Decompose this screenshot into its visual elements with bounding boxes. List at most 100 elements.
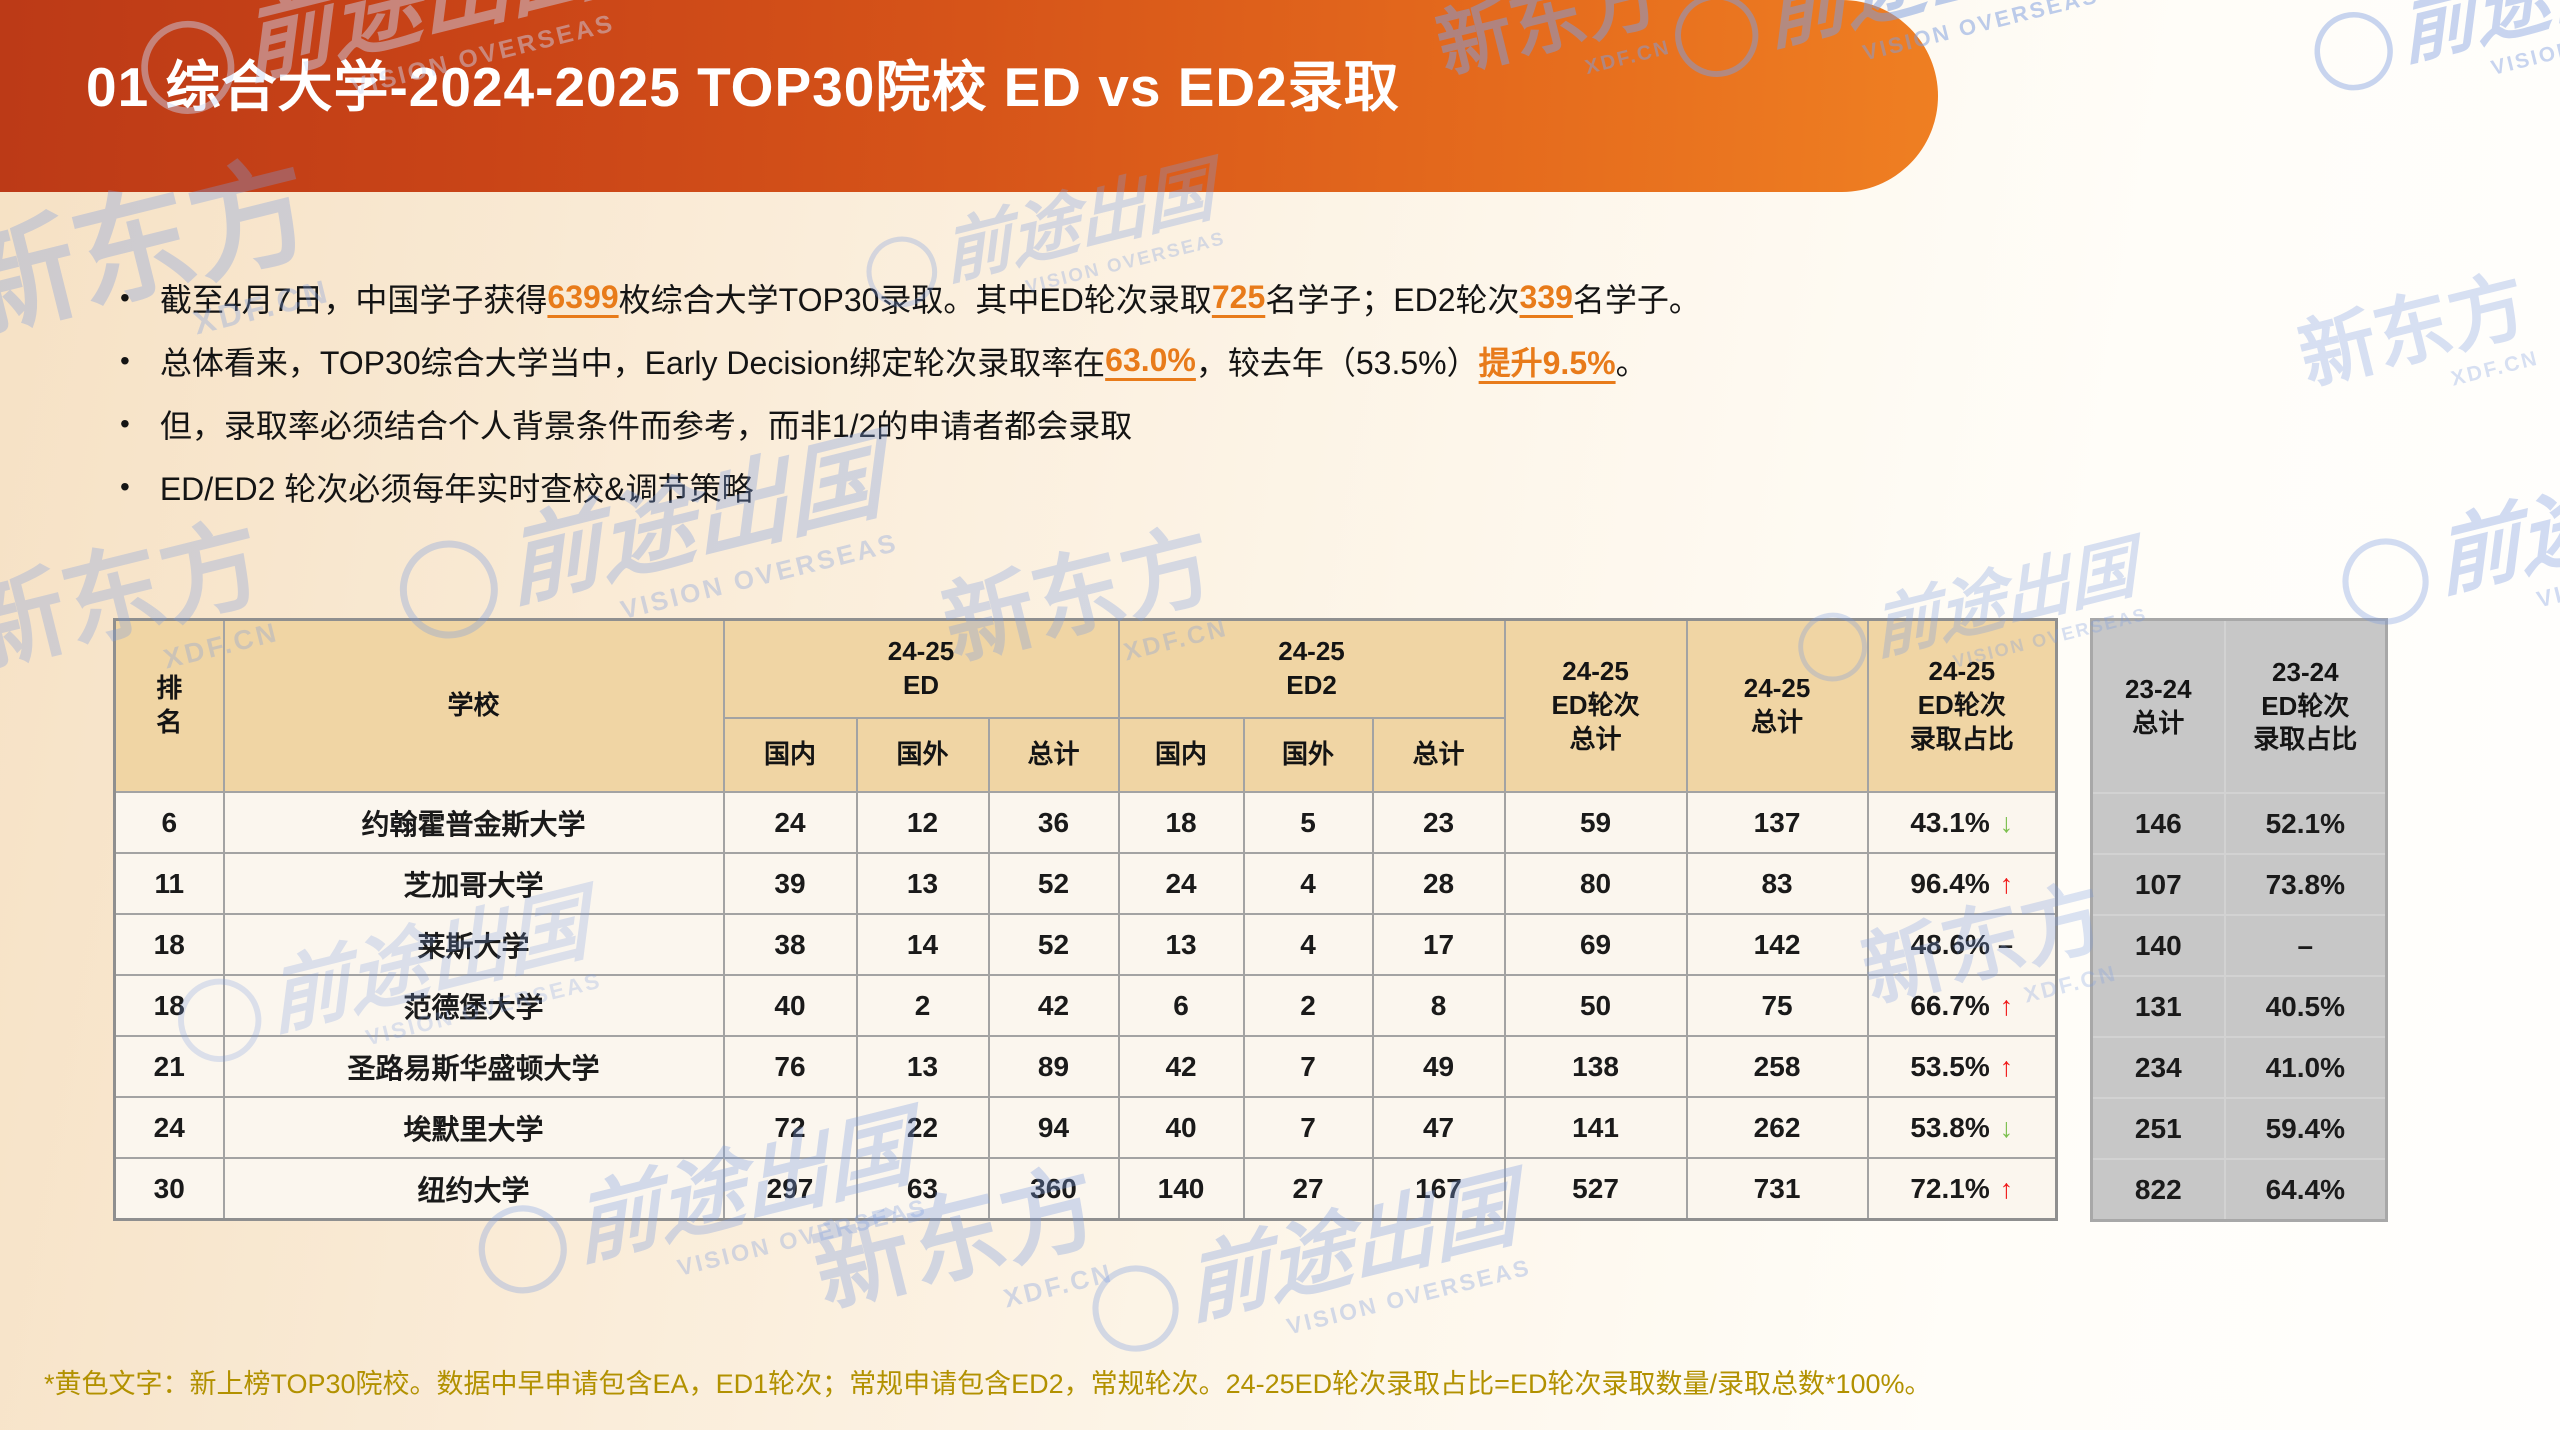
bullet-text: 但，录取率必须结合个人背景条件而参考，而非1/2的申请者都会录取 — [159, 407, 1133, 444]
footnote: *黄色文字：新上榜TOP30院校。数据中早申请包含EA，ED1轮次；常规申请包含… — [44, 1369, 1932, 1399]
bullet-text: 截至4月7日，中国学子获得 — [159, 281, 548, 318]
prev-share-cell: 73.8% — [2223, 853, 2388, 916]
table-row: 18 莱斯大学 38 14 52 13 4 17 69 142 48.6% – — [113, 913, 2058, 976]
page-title: 01 综合大学-2024-2025 TOP30院校 ED vs ED2录取 — [86, 56, 1400, 118]
value-cell: 2 — [1242, 974, 1374, 1037]
bullet-item: ED/ED2 轮次必须每年实时查校&调节策略 — [120, 455, 1701, 518]
bullet-highlight: 63.0% — [1105, 342, 1196, 378]
rank-cell: 18 — [113, 913, 225, 976]
value-cell: 40 — [722, 974, 858, 1037]
value-cell: 72 — [722, 1096, 858, 1159]
col-header-ed-group: 24-25 ED — [722, 618, 1120, 719]
prev-table-row: 146 52.1% — [2090, 792, 2388, 855]
table-row: 21 圣路易斯华盛顿大学 76 13 89 42 7 49 138 258 53.5% ↑ — [113, 1035, 2058, 1098]
value-cell: 39 — [722, 852, 858, 915]
share-value: 53.5% — [1910, 1050, 1990, 1082]
bullet-highlight: 6399 — [547, 279, 619, 315]
bullet-text: 名学子；ED2轮次 — [1265, 281, 1520, 318]
value-cell: 52 — [987, 852, 1120, 915]
col-header-prev-total: 23-24 总计 — [2090, 618, 2226, 794]
watermark-brand-subtext: XDF.CN — [1000, 1257, 1117, 1314]
prev-total-cell: 140 — [2090, 914, 2226, 977]
ed-share-cell: 53.8% ↓ — [1866, 1096, 2058, 1159]
bullet-text: ，较去年（53.5%） — [1195, 344, 1479, 381]
bullet-list: 截至4月7日，中国学子获得6399枚综合大学TOP30录取。其中ED轮次录取72… — [120, 266, 1701, 518]
value-cell: 138 — [1503, 1035, 1688, 1098]
prev-share-cell: 52.1% — [2223, 792, 2388, 855]
bullet-highlight: 725 — [1211, 279, 1266, 315]
prev-total-cell: 234 — [2090, 1036, 2226, 1099]
bullet-item: 但，录取率必须结合个人背景条件而参考，而非1/2的申请者都会录取 — [120, 392, 1701, 455]
ed-share-cell: 66.7% ↑ — [1866, 974, 2058, 1037]
trend-flat-icon: – — [1997, 929, 2013, 960]
value-cell: 42 — [987, 974, 1120, 1037]
school-cell: 埃默里大学 — [222, 1096, 725, 1159]
bullet-highlight: 提升9.5% — [1478, 344, 1616, 381]
value-cell: 2 — [855, 974, 990, 1037]
prev-share-cell: – — [2223, 914, 2388, 977]
col-header-ed-domestic: 国内 — [722, 717, 858, 793]
prev-table-row: 234 41.0% — [2090, 1036, 2388, 1099]
vision-circle-icon — [2306, 3, 2402, 99]
col-header-ed2-domestic: 国内 — [1117, 717, 1245, 793]
bullet-highlight: 339 — [1519, 279, 1573, 315]
rank-cell: 6 — [113, 791, 225, 854]
col-header-ed-share: 24-25 ED轮次 录取占比 — [1866, 618, 2058, 793]
value-cell: 36 — [987, 791, 1120, 854]
table-row: 6 约翰霍普金斯大学 24 12 36 18 5 23 59 137 43.1% ↓ — [113, 791, 2058, 854]
trend-down-icon: ↓ — [1999, 1112, 2014, 1143]
col-header-school: 学校 — [222, 618, 725, 793]
trend-up-icon: ↑ — [1999, 990, 2014, 1021]
value-cell: 42 — [1117, 1035, 1245, 1098]
value-cell: 8 — [1371, 974, 1506, 1037]
col-header-ed-subtotal: 总计 — [987, 717, 1120, 793]
value-cell: 167 — [1371, 1157, 1506, 1221]
col-header-ed2-group: 24-25 ED2 — [1117, 618, 1506, 719]
share-value: 43.1% — [1910, 806, 1990, 838]
value-cell: 360 — [987, 1157, 1120, 1221]
value-cell: 24 — [1117, 852, 1245, 915]
value-cell: 18 — [1117, 791, 1245, 854]
value-cell: 6 — [1117, 974, 1245, 1037]
value-cell: 137 — [1685, 791, 1869, 854]
col-header-ed2-overseas: 国外 — [1242, 717, 1374, 793]
value-cell: 7 — [1242, 1096, 1374, 1159]
rank-cell: 11 — [113, 852, 225, 915]
col-header-ed-round-total: 24-25 ED轮次 总计 — [1503, 618, 1688, 793]
prev-total-cell: 107 — [2090, 853, 2226, 916]
prev-total-cell: 131 — [2090, 975, 2226, 1038]
value-cell: 141 — [1503, 1096, 1688, 1159]
col-header-rank: 排 名 — [113, 618, 225, 793]
bullet-text: 总体看来，TOP30综合大学当中，Early Decision绑定轮次录取率在 — [159, 344, 1106, 381]
value-cell: 731 — [1685, 1157, 1869, 1221]
value-cell: 38 — [722, 913, 858, 976]
tables-area: 排 名 学校 24-25 ED 24-25 ED2 24-25 ED轮次 总计 … — [113, 618, 2389, 1222]
value-cell: 13 — [1117, 913, 1245, 976]
prev-table-row: 107 73.8% — [2090, 853, 2388, 916]
watermark-brand-subtext: VISION OVERSEAS — [1284, 1253, 1534, 1340]
watermark-brand-subtext: VISION OVERSEAS — [2488, 1, 2560, 80]
share-value: 96.4% — [1910, 867, 1990, 899]
value-cell: 142 — [1685, 913, 1869, 976]
value-cell: 59 — [1503, 791, 1688, 854]
watermark-text-group: 新东方 XDF.CN — [2291, 262, 2542, 425]
prev-table-row: 140– — [2090, 914, 2388, 977]
value-cell: 49 — [1371, 1035, 1506, 1098]
school-cell: 莱斯大学 — [222, 913, 725, 976]
prev-share-cell: 40.5% — [2223, 975, 2388, 1038]
school-cell: 芝加哥大学 — [222, 852, 725, 915]
prev-table-body: 146 52.1% 107 73.8% 140–131 40.5% 234 41.0% 251 5… — [2090, 792, 2388, 1222]
value-cell: 12 — [855, 791, 990, 854]
watermark-brand-subtext: XDF.CN — [2448, 345, 2542, 391]
value-cell: 13 — [855, 852, 990, 915]
admissions-table-23-24: 23-24 总计 23-24 ED轮次 录取占比 146 52.1% 107 73.8… — [2090, 618, 2389, 1222]
title-banner: 01 综合大学-2024-2025 TOP30院校 ED vs ED2录取 — [0, 0, 1938, 192]
prev-table-row: 822 64.4% — [2090, 1158, 2388, 1222]
value-cell: 89 — [987, 1035, 1120, 1098]
trend-down-icon: ↓ — [1999, 807, 2014, 838]
watermark-xdf-logo: 新东方 XDF.CN — [2291, 262, 2542, 425]
value-cell: 23 — [1371, 791, 1506, 854]
